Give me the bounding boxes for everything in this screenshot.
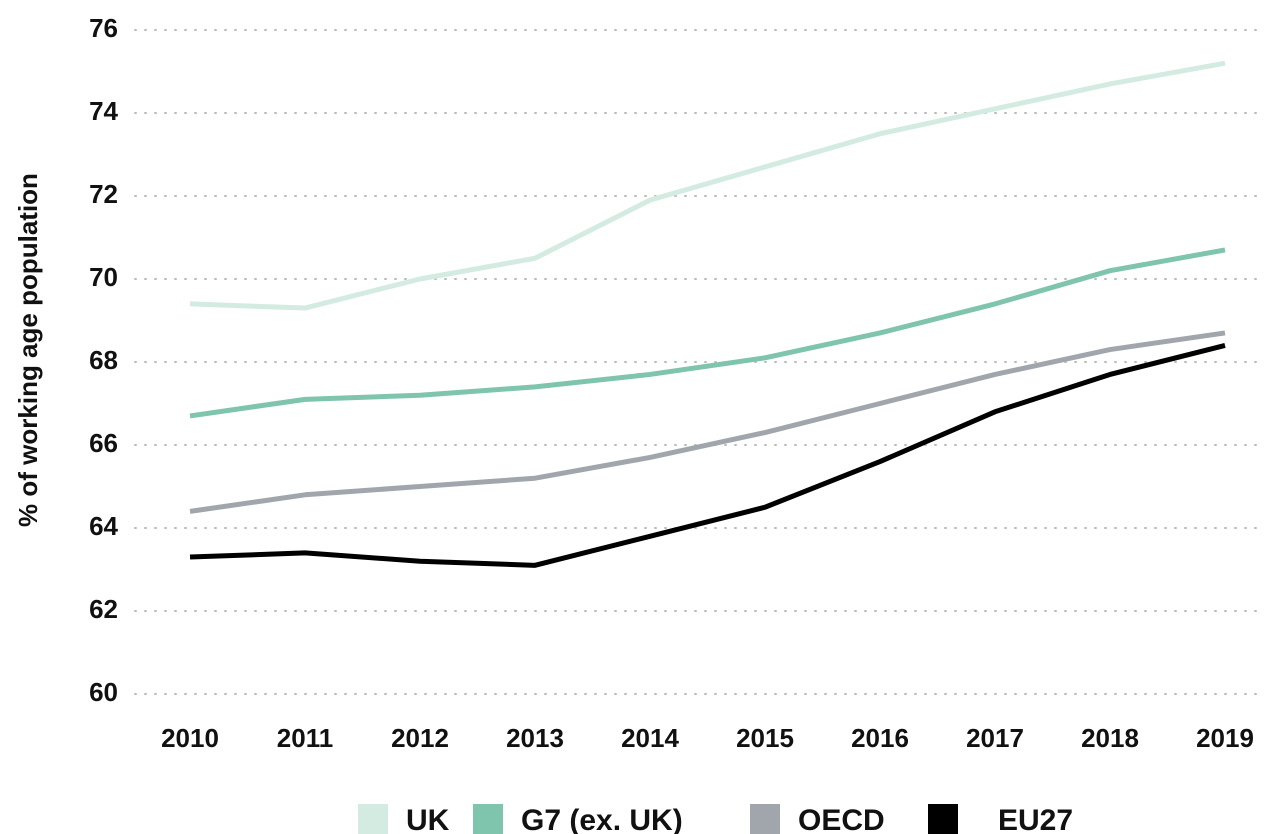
y-tick-label: 68 (89, 345, 118, 375)
x-tick-label: 2017 (966, 723, 1024, 753)
series-line (189, 330, 1226, 514)
x-tick-label: 2010 (161, 723, 219, 753)
x-tick-label: 2014 (621, 723, 679, 753)
legend-label: G7 (ex. UK) (521, 804, 683, 834)
series-line (189, 342, 1226, 568)
x-tick-label: 2018 (1081, 723, 1139, 753)
y-tick-label: 66 (89, 428, 118, 458)
x-tick-label: 2019 (1196, 723, 1254, 753)
y-tick-label: 60 (89, 677, 118, 707)
legend-swatch (928, 804, 958, 834)
series-line (189, 247, 1226, 419)
series-line (189, 60, 1226, 311)
y-tick-label: 72 (89, 179, 118, 209)
x-tick-label: 2011 (277, 723, 333, 753)
y-tick-label: 64 (89, 511, 118, 541)
y-axis-label: % of working age population (13, 173, 43, 527)
legend-label: OECD (798, 804, 885, 834)
x-tick-label: 2016 (851, 723, 909, 753)
legend-swatch (473, 804, 503, 834)
x-tick-label: 2013 (506, 723, 564, 753)
x-tick-label: 2015 (736, 723, 794, 753)
legend-label: UK (406, 804, 450, 834)
legend-swatch (358, 804, 388, 834)
y-tick-label: 62 (89, 594, 118, 624)
y-tick-label: 76 (89, 13, 118, 43)
y-tick-label: 70 (89, 262, 118, 292)
legend-swatch (750, 804, 780, 834)
legend-label: EU27 (998, 804, 1073, 834)
x-tick-label: 2012 (391, 723, 449, 753)
y-tick-label: 74 (89, 96, 118, 126)
